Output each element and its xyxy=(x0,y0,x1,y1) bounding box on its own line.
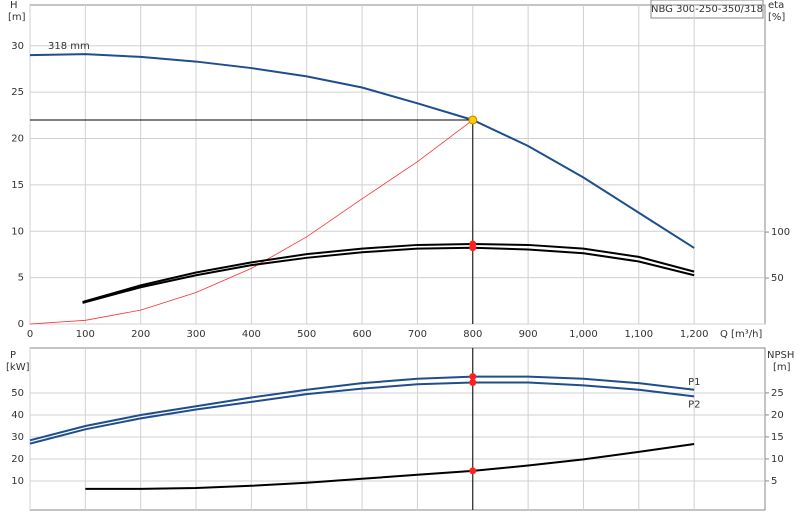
x-tick-label: 700 xyxy=(408,329,427,340)
y2-axis-label: NPSH xyxy=(767,350,794,361)
curve xyxy=(29,53,695,249)
curve xyxy=(85,442,695,490)
x-tick-label: 100 xyxy=(76,329,95,340)
operating-dot xyxy=(469,379,477,387)
x-tick-label: 1,200 xyxy=(680,329,709,340)
operating-dot xyxy=(469,373,477,381)
x-tick-label: 900 xyxy=(519,329,538,340)
series-label: P2 xyxy=(688,399,700,410)
x-tick-label: 600 xyxy=(353,329,372,340)
operating-dot xyxy=(469,244,477,252)
y-tick-label: 20 xyxy=(11,454,24,465)
y2-axis-unit: [%] xyxy=(768,12,785,23)
curve xyxy=(29,375,695,442)
chart-title: NBG 300-250-350/318 xyxy=(651,4,763,15)
y-axis-label: P xyxy=(10,350,16,361)
y2-tick-label: 15 xyxy=(771,432,784,443)
y2-tick-label: 10 xyxy=(771,454,784,465)
x-tick-label: 300 xyxy=(186,329,205,340)
y-axis-unit: [m] xyxy=(8,12,26,23)
y-tick-label: 5 xyxy=(18,273,24,284)
y2-tick-label: 20 xyxy=(771,410,784,421)
y-tick-label: 40 xyxy=(11,410,24,421)
y2-tick-label: 25 xyxy=(771,388,784,399)
duty-point xyxy=(468,115,478,125)
y-axis-unit: [kW] xyxy=(6,362,30,373)
y-tick-label: 25 xyxy=(11,87,24,98)
curve xyxy=(29,381,695,445)
y-tick-label: 30 xyxy=(11,432,24,443)
curve xyxy=(82,246,695,304)
x-tick-label: 400 xyxy=(242,329,261,340)
x-axis-label: Q [m³/h] xyxy=(720,329,762,340)
x-tick-label: 200 xyxy=(131,329,150,340)
y2-axis-label: eta xyxy=(768,0,784,11)
series-label: 318 mm xyxy=(48,41,90,52)
y-tick-label: 10 xyxy=(11,226,24,237)
y2-axis-unit: [m] xyxy=(773,362,791,373)
y-tick-label: 30 xyxy=(11,41,24,52)
curve xyxy=(29,119,474,325)
x-tick-label: 500 xyxy=(297,329,316,340)
y2-tick-label: 5 xyxy=(771,476,777,487)
y-tick-label: 10 xyxy=(11,476,24,487)
y-tick-label: 20 xyxy=(11,134,24,145)
x-tick-label: 0 xyxy=(27,329,33,340)
y-axis-label: H xyxy=(10,0,18,11)
series-label: P1 xyxy=(688,377,700,388)
operating-dot xyxy=(469,467,477,475)
curve xyxy=(82,243,695,303)
y2-tick-label: 100 xyxy=(771,227,790,238)
y-tick-label: 50 xyxy=(11,388,24,399)
y2-tick-label: 50 xyxy=(771,273,784,284)
y-tick-label: 0 xyxy=(18,319,24,330)
y-tick-label: 15 xyxy=(11,180,24,191)
x-tick-label: 800 xyxy=(463,329,482,340)
x-tick-label: 1,000 xyxy=(569,329,598,340)
x-tick-label: 1,100 xyxy=(624,329,653,340)
